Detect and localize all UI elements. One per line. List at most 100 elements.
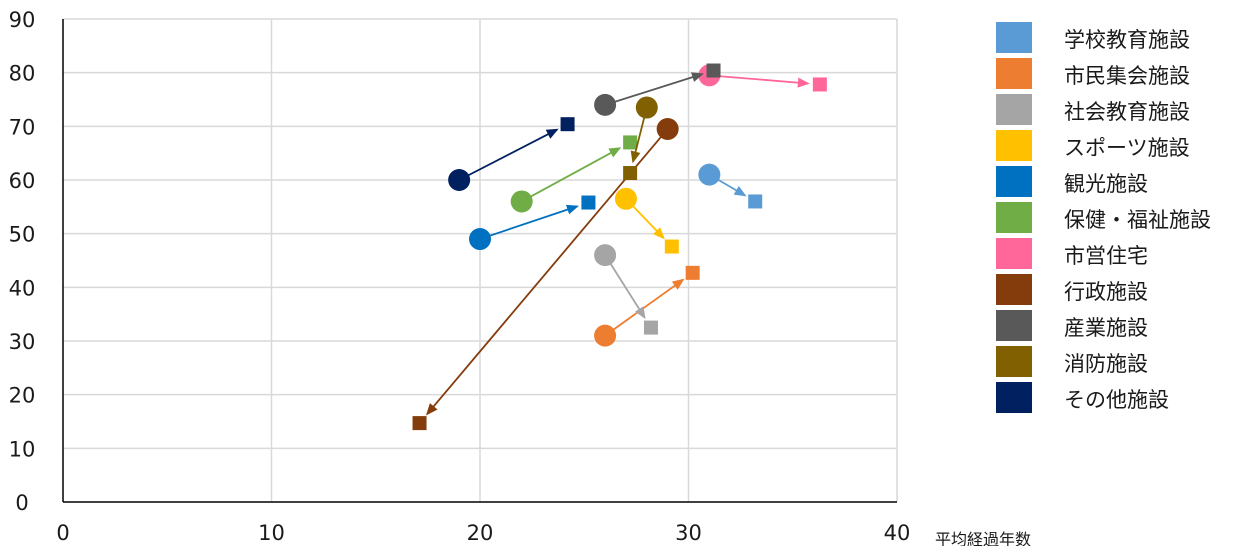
trend-arrow-line [712,74,808,85]
y-tick-label: 80 [9,62,36,86]
x-tick-label: 40 [884,521,911,545]
legend-swatch [996,58,1032,89]
legend-label: 社会教育施設 [1064,100,1190,124]
legend-swatch [996,94,1032,125]
legend: 学校教育施設 市民集会施設 社会教育施設 スポーツ施設 観光施設保健・福祉施設 市営住宅行… [996,22,1253,418]
start-point [594,93,617,116]
legend-swatch [996,166,1032,197]
legend-label: その他施設 [1064,388,1169,412]
legend-item: 産業施設 [996,310,1253,346]
legend-swatch [996,346,1032,377]
series-3 [614,187,679,254]
legend-label: 消防施設 [1064,352,1148,376]
gridlines [63,18,898,502]
legend-item: 社会教育施設 [996,94,1253,130]
y-tick-label: 90 [9,8,36,32]
legend-swatch [996,22,1032,53]
x-tick-label: 30 [675,521,702,545]
legend-swatch [996,130,1032,161]
legend-label: 観光施設 [1064,172,1148,196]
trend-arrow-line [461,128,558,180]
legend-label: 保健・福祉施設 [1064,208,1211,232]
legend-swatch [996,274,1032,305]
end-point [812,77,827,92]
legend-item: スポーツ施設 [996,130,1253,166]
legend-label: 行政施設 [1064,280,1148,304]
trend-arrow-head [545,128,559,139]
y-tick-label: 10 [9,437,36,461]
trend-arrow-head [565,204,579,215]
x-tick-label: 20 [467,521,494,545]
end-point [623,135,638,150]
end-point [412,416,427,431]
y-tick-label: 40 [9,276,36,300]
y-tick-label: 0 [15,491,28,515]
end-point [581,195,596,210]
data-marks [412,63,827,431]
trend-arrow-head [671,278,685,290]
series-10 [448,117,575,191]
trend-arrow-line [607,73,703,105]
legend-item: 学校教育施設 [996,22,1253,58]
legend-swatch [996,202,1032,233]
y-tick-label: 70 [9,115,36,139]
end-point [706,63,721,78]
start-point [594,244,617,267]
legend-item: その他施設 [996,382,1253,418]
trend-arrow-head [691,72,704,82]
y-tick-label: 50 [9,223,36,247]
legend-label: スポーツ施設 [1064,136,1190,160]
end-point [685,265,700,280]
trend-arrow-head [652,227,665,240]
end-point [643,320,658,335]
end-point [560,117,575,132]
legend-item: 市民集会施設 [996,58,1253,94]
trend-arrow-head [608,147,622,158]
trend-arrow-line [607,279,684,335]
series-1 [594,265,700,347]
trend-arrow-head [630,150,641,164]
trend-arrow-line [523,147,621,201]
series-8 [594,63,721,116]
start-point [635,96,658,119]
legend-swatch [996,310,1032,341]
tick-labels: 0 10 20 30 40 50 60 70 80 90 0 10 20 30 40 [9,8,911,545]
series-7 [412,118,679,431]
legend-item: 行政施設 [996,274,1253,310]
legend-label: 市民集会施設 [1064,64,1190,88]
legend-swatch [996,238,1032,269]
legend-label: 市営住宅 [1064,244,1148,268]
legend-label: 産業施設 [1064,316,1148,340]
trend-arrow-line [482,205,578,239]
end-point [623,166,638,181]
series-2 [594,244,658,335]
trend-arrow-line [605,257,646,318]
trend-arrow-head [733,186,747,197]
series-0 [698,163,763,209]
legend-item: 市営住宅 [996,238,1253,274]
series-9 [623,96,658,181]
legend-item: 消防施設 [996,346,1253,382]
end-point [664,239,679,254]
x-tick-label: 0 [56,521,69,545]
trend-arrow-head [425,403,438,416]
trend-arrow-head [797,77,810,88]
start-point [448,169,471,191]
series-4 [469,195,596,251]
end-point [748,194,763,209]
start-point [510,190,533,213]
x-tick-label: 10 [258,521,285,545]
start-point [656,118,679,141]
start-point [469,228,491,251]
x-axis-label: 平均経過年数 [935,530,1031,546]
legend-label: 学校教育施設 [1064,28,1190,52]
start-point [594,324,617,347]
legend-swatch [996,382,1032,413]
y-tick-label: 30 [9,330,36,354]
series-5 [510,135,638,213]
axes [62,19,897,503]
y-tick-label: 20 [9,384,36,408]
y-tick-label: 60 [9,169,36,193]
legend-item: 観光施設 [996,166,1253,202]
